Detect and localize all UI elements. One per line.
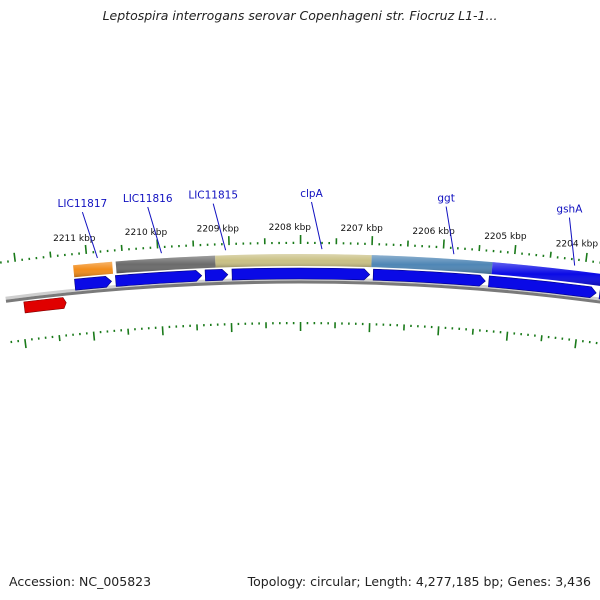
gene-label-leader xyxy=(311,201,323,250)
cog-block-shade xyxy=(491,262,600,286)
inner-tick-ring xyxy=(10,321,598,349)
outer-tick xyxy=(442,239,445,249)
cog-block-shade xyxy=(215,254,372,268)
gene-arrow xyxy=(372,268,486,287)
cog-block-shade xyxy=(73,261,114,278)
gene-arrow xyxy=(204,269,229,282)
genome-title: Leptospira interrogans serovar Copenhage… xyxy=(102,8,498,23)
scale-labels: 2211 kbp 2210 kbp 2209 kbp 2208 kbp 2207 kbp… xyxy=(53,223,599,250)
gene-label: gshA xyxy=(556,204,583,216)
outer-tick xyxy=(585,252,588,262)
accession-label: Accession: NC_005823 xyxy=(9,574,152,589)
inner-tick xyxy=(24,339,27,349)
inner-tick xyxy=(161,326,164,336)
inner-tick xyxy=(505,331,509,341)
gene-label-leader xyxy=(568,217,576,266)
cog-block-shade xyxy=(371,255,493,275)
scale-tick-label: 2210 kbp xyxy=(125,228,168,238)
inner-tick xyxy=(58,335,61,342)
outer-tick-ring xyxy=(0,234,600,264)
gene-arrow-other-strand xyxy=(23,297,67,314)
inner-tick xyxy=(540,335,543,342)
outer-tick xyxy=(156,239,159,249)
gene-label: LIC11815 xyxy=(188,190,238,202)
gene-label: clpA xyxy=(300,188,323,200)
scale-tick-label: 2209 kbp xyxy=(197,225,240,235)
inner-tick xyxy=(437,326,440,336)
gene-arrow xyxy=(488,275,597,298)
gene-label-leader xyxy=(147,206,162,254)
gene-arrow xyxy=(115,270,203,287)
inner-tick xyxy=(574,339,577,349)
gene-label-leader xyxy=(212,203,227,251)
genome-summary: Topology: circular; Length: 4,277,185 bp… xyxy=(247,574,591,589)
gene-label: LIC11817 xyxy=(58,198,108,210)
gene-arrow xyxy=(74,276,112,291)
inner-tick xyxy=(92,331,96,341)
scale-tick-label: 2207 kbp xyxy=(340,224,383,234)
gene-label-leader xyxy=(445,206,455,255)
cog-block-shade xyxy=(115,255,216,274)
outer-tick xyxy=(514,245,517,255)
scale-tick-label: 2206 kbp xyxy=(412,227,455,237)
gene-labels: LIC11817LIC11816LIC11815clpAggtgshALIC11… xyxy=(58,188,583,266)
scale-tick-label: 2208 kbp xyxy=(269,223,312,233)
gene-label: LIC11816 xyxy=(123,193,173,205)
gene-track xyxy=(23,267,600,314)
scale-tick-label: 2211 kbp xyxy=(53,234,96,244)
outer-tick xyxy=(13,252,17,262)
outer-tick xyxy=(84,244,88,255)
gene-arrow xyxy=(231,267,371,281)
outer-tick xyxy=(549,251,552,258)
gene-label: ggt xyxy=(437,193,454,205)
gene-label-leader xyxy=(81,211,98,259)
genome-backbone xyxy=(5,280,600,304)
outer-tick xyxy=(49,251,52,258)
cog-block-track xyxy=(73,254,600,286)
scale-tick-label: 2204 kbp xyxy=(556,240,599,250)
scale-tick-label: 2205 kbp xyxy=(484,232,527,242)
